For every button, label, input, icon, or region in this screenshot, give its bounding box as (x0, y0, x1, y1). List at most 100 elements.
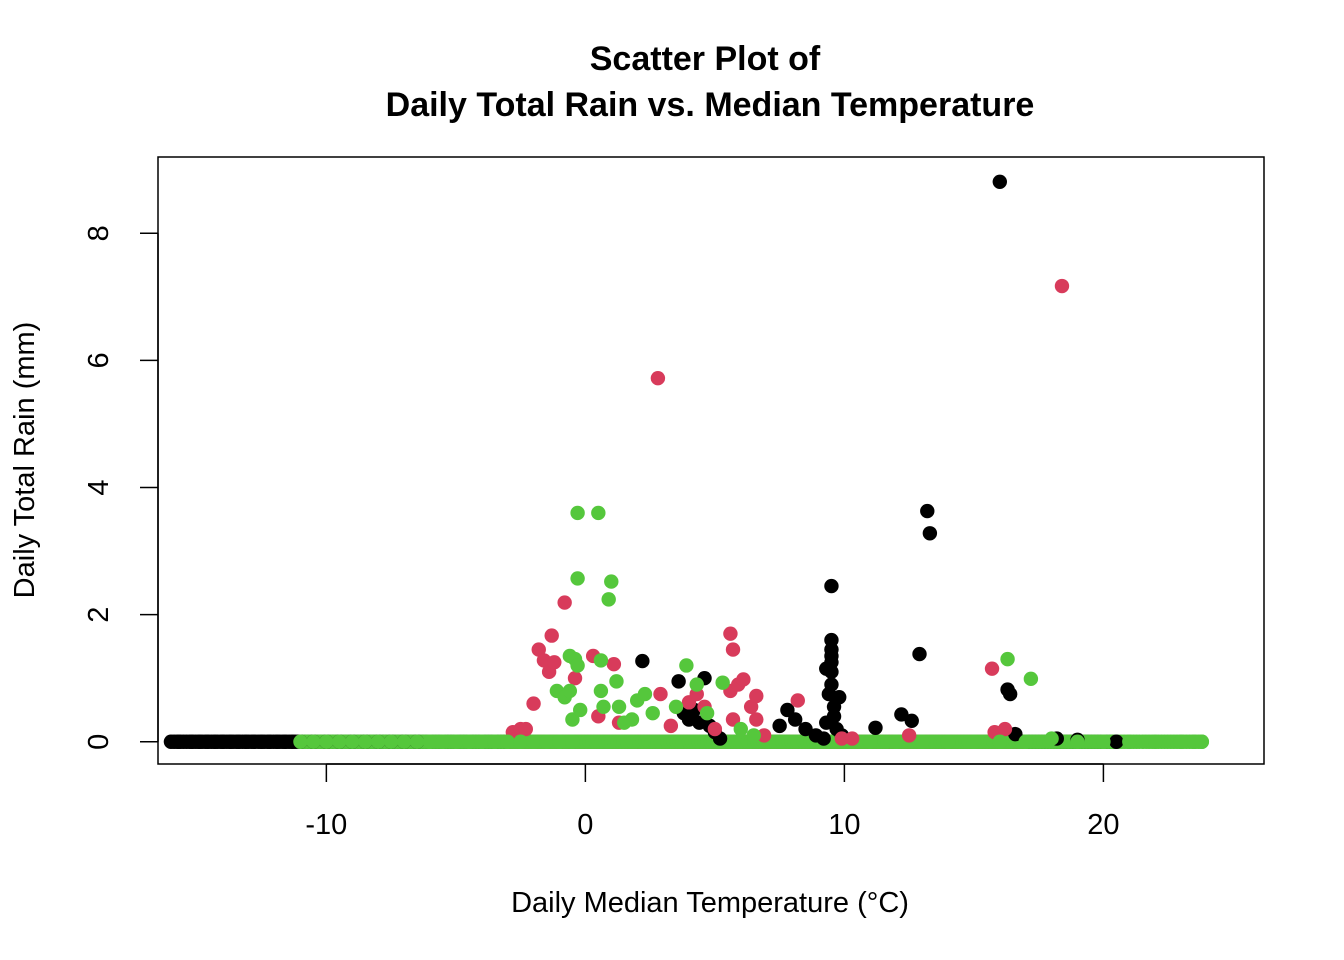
data-point (787, 712, 803, 727)
data-point (422, 734, 438, 749)
x-tick-label: 20 (1087, 809, 1119, 841)
data-point (544, 628, 559, 643)
data-point (749, 712, 764, 727)
y-tick-label: 6 (83, 352, 115, 368)
data-point (332, 734, 347, 749)
data-point (798, 721, 813, 737)
data-point (824, 677, 839, 692)
data-point (383, 734, 399, 749)
data-point (513, 734, 528, 749)
y-axis-label: Daily Total Rain (mm) (9, 322, 41, 599)
data-point (904, 713, 919, 728)
data-point (526, 696, 541, 711)
data-point (345, 734, 360, 749)
data-point (1070, 734, 1085, 749)
data-point (645, 705, 660, 721)
data-point (474, 734, 489, 749)
data-point (679, 658, 694, 673)
data-point (863, 734, 878, 749)
data-point (1122, 734, 1137, 749)
data-point (171, 734, 186, 749)
data-point (756, 728, 772, 743)
data-point (567, 670, 583, 686)
data-point (816, 731, 831, 746)
y-tick-label: 8 (83, 225, 115, 241)
data-point (826, 709, 842, 724)
data-point (1173, 734, 1189, 749)
data-point (790, 693, 805, 708)
data-point (604, 574, 619, 589)
data-point (396, 734, 412, 749)
x-axis-label: Daily Median Temperature (°C) (511, 887, 909, 919)
data-point (552, 734, 567, 749)
data-point (992, 734, 1008, 749)
data-point (593, 653, 609, 668)
data-point (749, 688, 764, 704)
data-point (557, 595, 572, 610)
data-point (601, 592, 616, 607)
data-point (746, 728, 761, 743)
data-point (565, 734, 580, 749)
data-point (723, 626, 738, 641)
data-point (1044, 731, 1059, 746)
x-tick-label: 10 (828, 809, 860, 841)
data-point (624, 712, 640, 727)
data-point (448, 734, 464, 749)
data-point (824, 664, 839, 680)
data-point (606, 657, 622, 672)
data-point (370, 734, 386, 749)
data-point (1023, 671, 1039, 687)
data-point (966, 734, 982, 749)
data-point (832, 690, 847, 705)
data-point (609, 674, 624, 689)
data-point (435, 734, 451, 749)
data-point (725, 712, 741, 727)
chart-title-line2: Daily Total Rain vs. Median Temperature (386, 86, 1035, 124)
data-point (1000, 651, 1015, 667)
data-point (940, 734, 956, 749)
data-point (539, 734, 554, 749)
data-point (593, 683, 609, 699)
data-point (699, 705, 715, 721)
data-point (572, 702, 588, 718)
data-point (570, 571, 585, 586)
data-point (1194, 734, 1210, 749)
data-point (707, 721, 723, 737)
data-point (992, 174, 1008, 189)
data-point (663, 718, 679, 734)
data-point (570, 505, 585, 521)
data-point (922, 526, 938, 541)
x-tick-label: -10 (305, 809, 347, 841)
data-point (319, 734, 334, 749)
data-point (671, 674, 686, 689)
data-point (743, 699, 759, 714)
y-tick-label: 2 (83, 607, 115, 623)
data-point (637, 686, 653, 702)
data-point (500, 734, 515, 749)
y-tick-label: 4 (83, 479, 115, 495)
data-point (668, 699, 684, 714)
data-point (650, 370, 666, 386)
data-point (914, 734, 930, 749)
data-point (868, 720, 883, 735)
data-point (984, 661, 1000, 676)
data-point (293, 734, 308, 749)
data-point (531, 642, 546, 657)
y-axis: 0 2 4 6 8 (83, 225, 159, 750)
data-point (1018, 734, 1033, 749)
data-point (894, 707, 909, 722)
data-point (1109, 734, 1124, 749)
data-point (920, 503, 935, 519)
data-point (635, 653, 650, 669)
data-point (844, 731, 860, 746)
data-point (306, 734, 321, 749)
data-point (547, 655, 562, 670)
data-point (772, 718, 787, 734)
data-point (565, 712, 580, 727)
data-point (824, 578, 839, 594)
data-point (715, 675, 730, 690)
data-point (997, 721, 1013, 737)
y-tick-label: 0 (83, 734, 115, 750)
data-point (834, 731, 850, 746)
data-point (409, 734, 425, 749)
